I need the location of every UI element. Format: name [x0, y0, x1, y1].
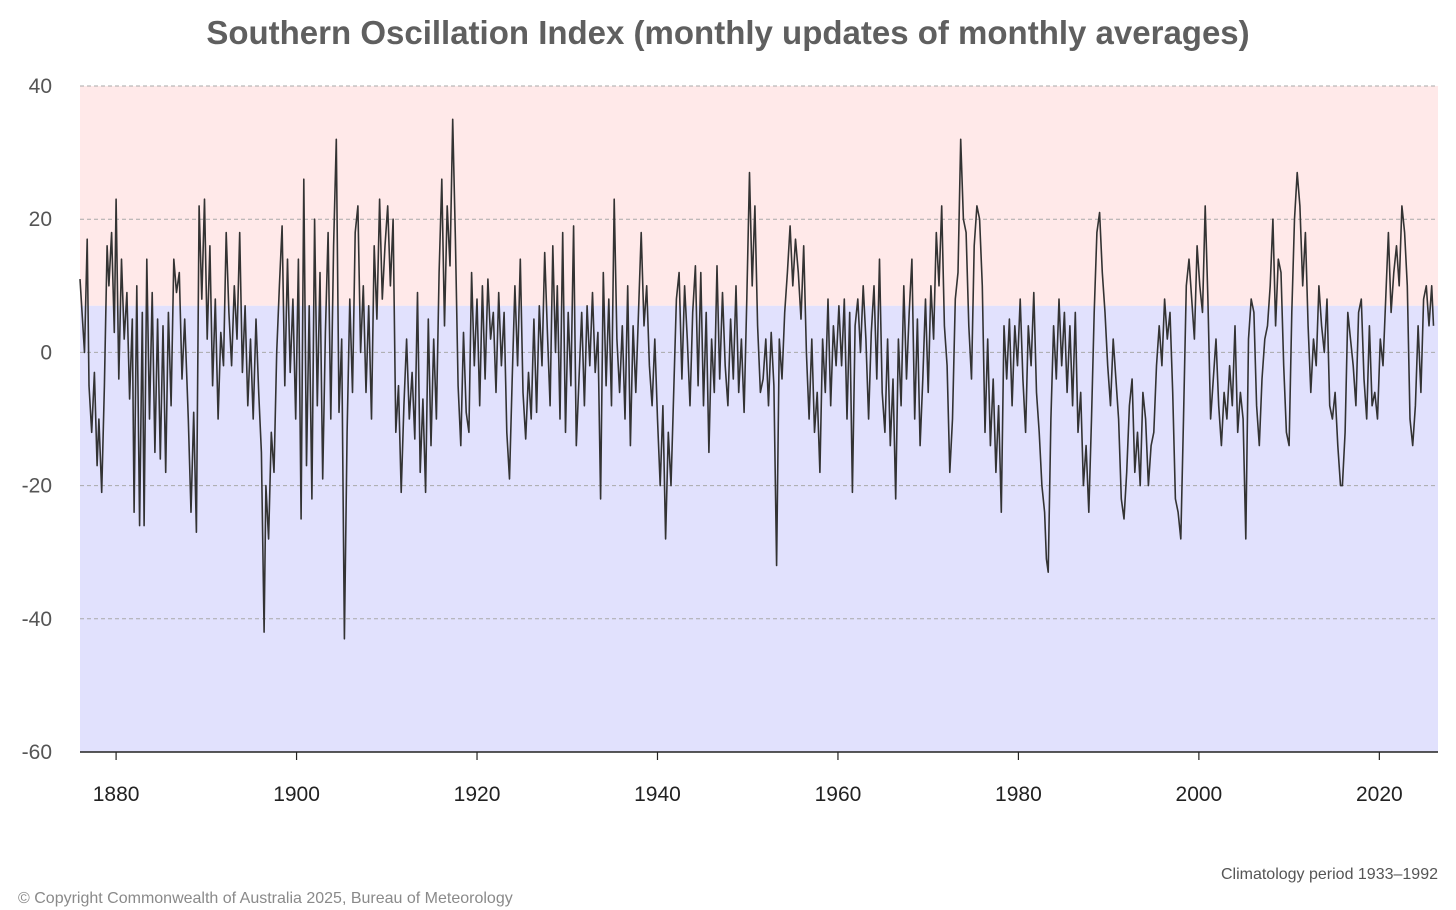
x-tick-labels: 1880 1900 1920 1940 1960 1980 2000 2020 — [93, 783, 1403, 806]
x-tick-label: 2000 — [1176, 783, 1223, 806]
background-bands — [80, 86, 1438, 752]
x-tick-label: 1880 — [93, 783, 140, 806]
y-tick-label: -60 — [22, 741, 52, 764]
axes — [80, 751, 1438, 760]
y-tick-labels: 40 20 0 -20 -40 -60 — [22, 75, 52, 764]
series-layer — [79, 118, 1435, 640]
x-tick-label: 1900 — [273, 783, 320, 806]
y-tick-label: 20 — [29, 208, 52, 231]
soi-series-line — [79, 118, 1435, 640]
climatology-note: Climatology period 1933–1992 — [1220, 866, 1438, 883]
y-tick-label: 40 — [29, 75, 52, 98]
x-tick-label: 2020 — [1356, 783, 1403, 806]
x-tick-label: 1940 — [634, 783, 681, 806]
y-tick-label: 0 — [40, 341, 52, 364]
x-tick-label: 1920 — [454, 783, 501, 806]
y-tick-label: -40 — [22, 608, 52, 631]
y-tick-label: -20 — [22, 475, 52, 498]
positive-band — [80, 86, 1438, 306]
x-tick-label: 1980 — [995, 783, 1042, 806]
copyright-text: © Copyright Commonwealth of Australia 20… — [18, 890, 513, 907]
x-tick-label: 1960 — [815, 783, 862, 806]
chart-title: Southern Oscillation Index (monthly upda… — [206, 14, 1250, 51]
